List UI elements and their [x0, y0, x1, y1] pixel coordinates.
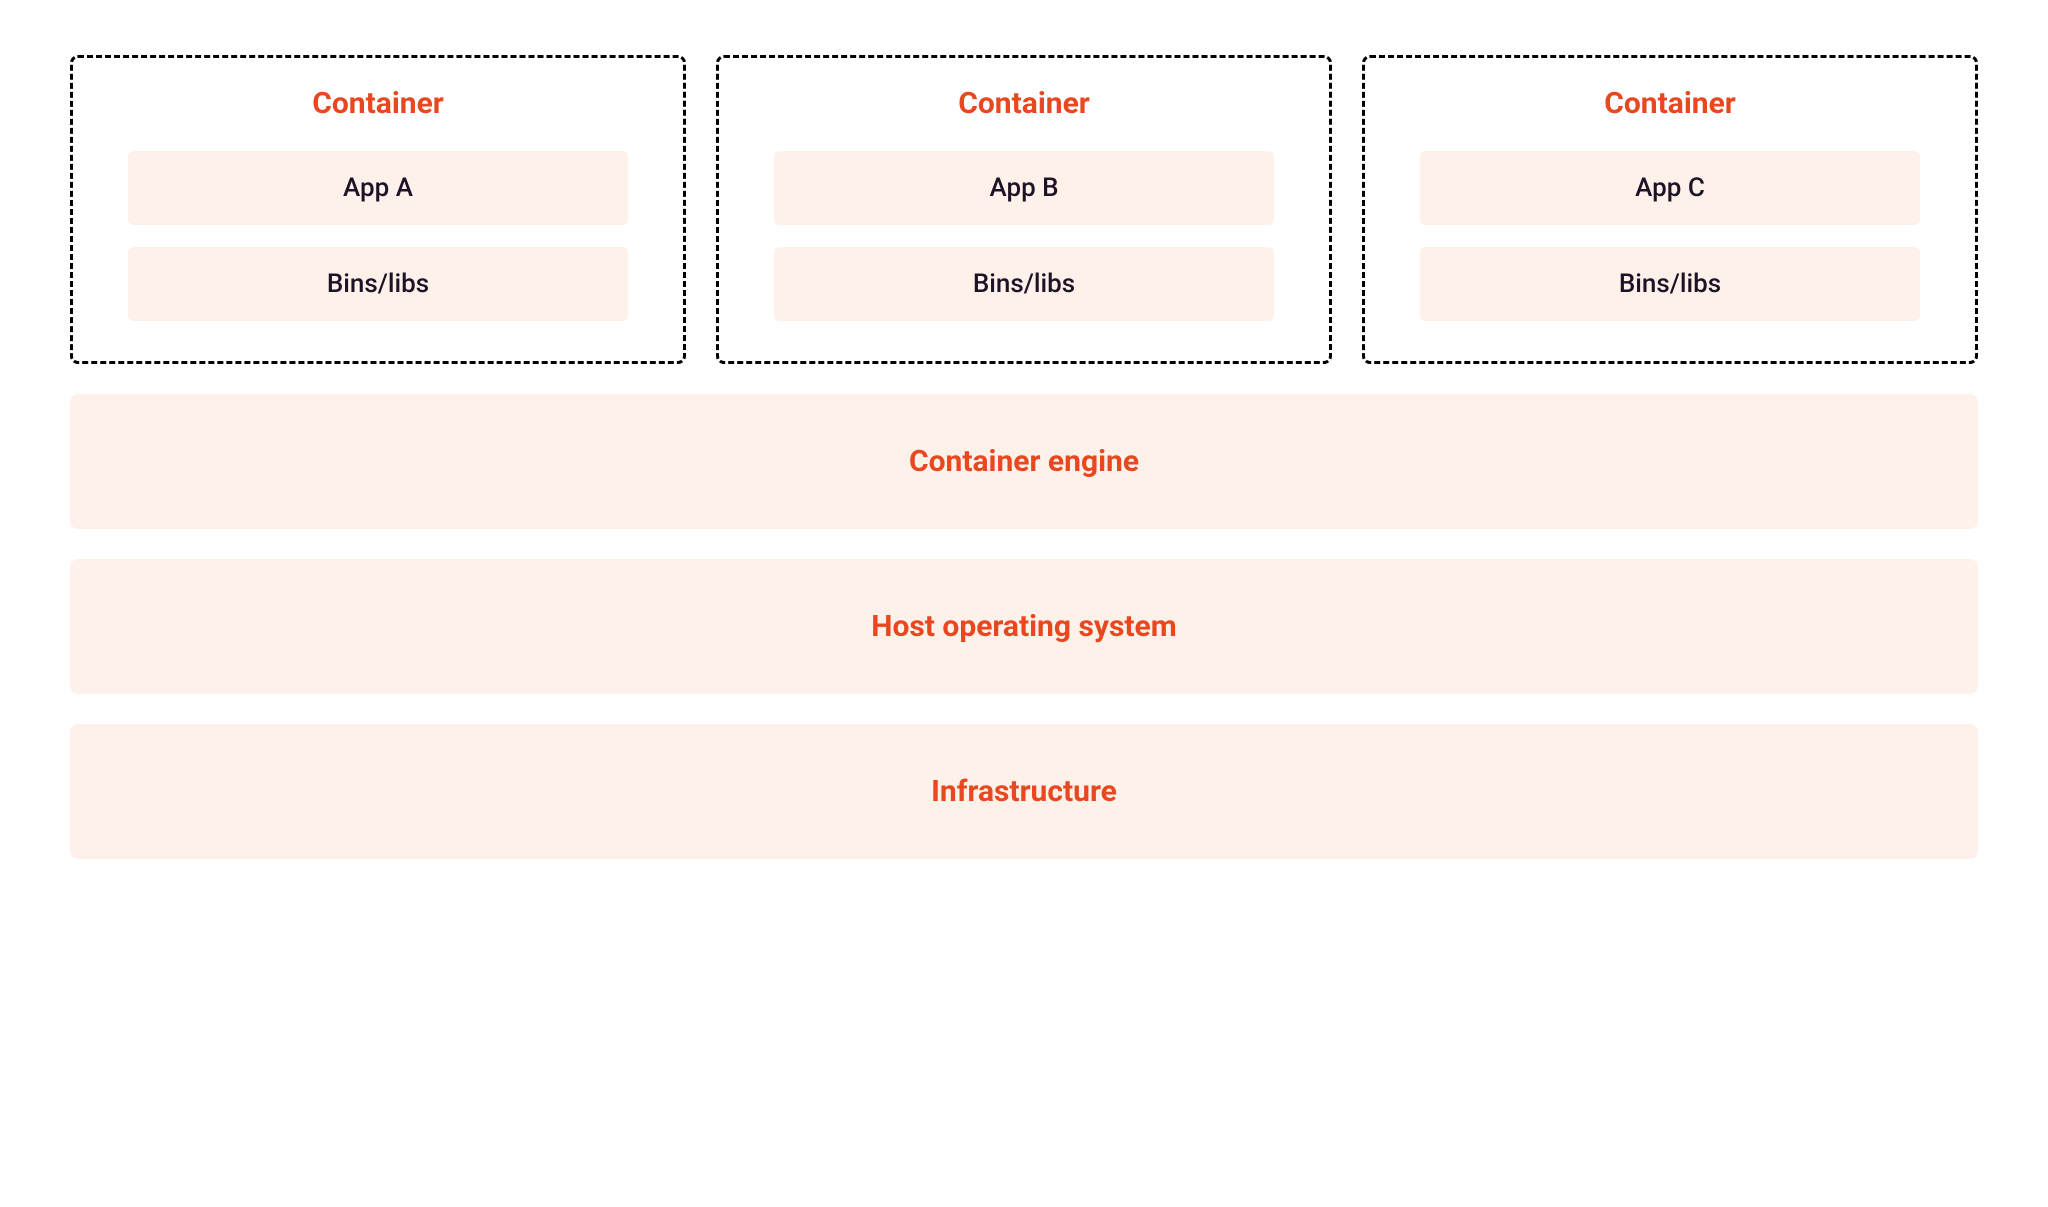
infrastructure-layer: Infrastructure [70, 724, 1978, 859]
bins-libs-box: Bins/libs [128, 247, 628, 321]
containers-row: Container App A Bins/libs Container App … [70, 55, 1978, 364]
container-box-a: Container App A Bins/libs [70, 55, 686, 364]
bins-libs-box: Bins/libs [1420, 247, 1920, 321]
container-box-c: Container App C Bins/libs [1362, 55, 1978, 364]
host-os-layer: Host operating system [70, 559, 1978, 694]
container-title: Container [1604, 86, 1736, 121]
app-box: App C [1420, 151, 1920, 225]
container-title: Container [958, 86, 1090, 121]
container-box-b: Container App B Bins/libs [716, 55, 1332, 364]
app-box: App B [774, 151, 1274, 225]
bins-libs-box: Bins/libs [774, 247, 1274, 321]
container-architecture-diagram: Container App A Bins/libs Container App … [70, 55, 1978, 859]
app-box: App A [128, 151, 628, 225]
container-engine-layer: Container engine [70, 394, 1978, 529]
container-title: Container [312, 86, 444, 121]
